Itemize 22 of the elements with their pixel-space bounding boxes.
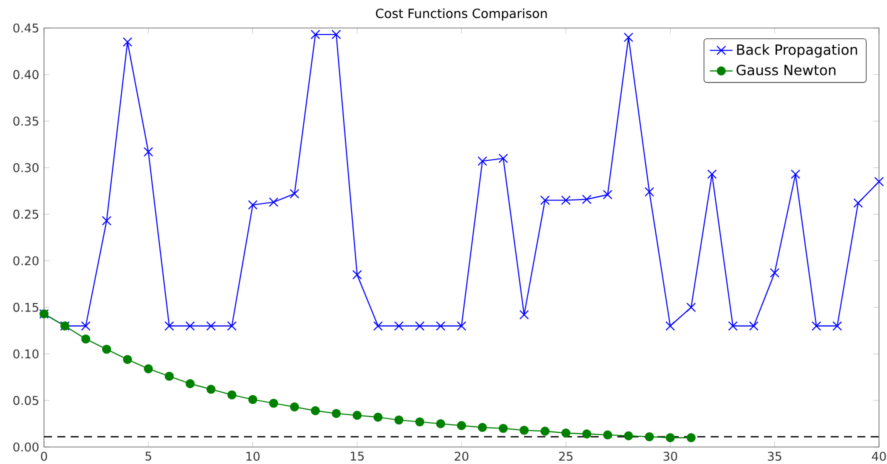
y-tick-label: 0.05 <box>13 396 38 405</box>
x-tick-label: 35 <box>768 452 782 461</box>
y-tick-label: 0.25 <box>13 210 38 219</box>
y-tick-label: 0.15 <box>13 302 38 312</box>
x-tick-label: 0 <box>40 452 48 461</box>
y-tick-label: 0.30 <box>13 163 38 172</box>
y-tick-label: 0.10 <box>13 349 38 358</box>
x-tick-label: 10 <box>246 452 260 461</box>
legend-label: Back Propagation <box>737 44 858 58</box>
y-tick-label: 0.00 <box>13 442 38 452</box>
x-tick-label: 15 <box>350 452 364 461</box>
chart-title: Cost Functions Comparison <box>376 8 547 21</box>
x-tick-label: 5 <box>145 452 152 461</box>
y-tick-label: 0.45 <box>13 23 38 33</box>
legend-label: Gauss Newton <box>736 64 836 76</box>
y-tick-label: 0.35 <box>13 116 38 126</box>
y-tick-label: 0.20 <box>13 256 38 266</box>
y-tick-label: 0.40 <box>13 70 38 80</box>
x-tick-label: 20 <box>454 452 468 461</box>
x-tick-label: 30 <box>664 452 678 461</box>
x-tick-label: 25 <box>559 452 572 461</box>
x-tick-label: 40 <box>872 452 886 461</box>
